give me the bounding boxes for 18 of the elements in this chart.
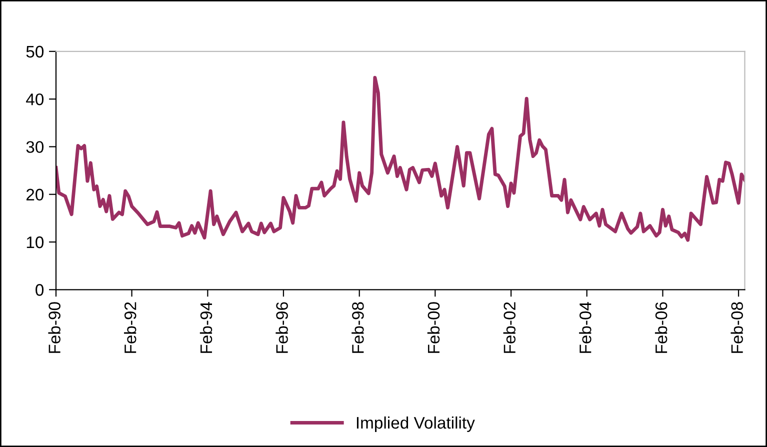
y-tick-label: 20: [26, 188, 44, 201]
x-tick-label: Feb-98: [352, 302, 364, 353]
x-tick-label: Feb-96: [276, 302, 288, 353]
x-tick-label: Feb-02: [503, 302, 516, 353]
y-tick-label: 50: [26, 46, 44, 58]
x-tick-label: Feb-08: [730, 302, 743, 353]
y-tick-label: 10: [26, 236, 44, 248]
x-tick-label: Feb-90: [48, 302, 60, 353]
x-tick-label: Feb-00: [427, 302, 440, 353]
line-series: [56, 76, 745, 242]
x-tick-label: Feb-06: [654, 302, 668, 353]
y-tick-label: 40: [26, 93, 44, 106]
y-tick-label: 30: [26, 141, 44, 153]
x-tick-label: Feb-94: [200, 302, 212, 353]
legend-label: Implied Volatility: [356, 416, 475, 432]
x-tick-label: Feb-04: [579, 302, 592, 353]
x-tick-label: Feb-92: [124, 302, 136, 353]
y-tick-label: 0: [36, 284, 44, 296]
